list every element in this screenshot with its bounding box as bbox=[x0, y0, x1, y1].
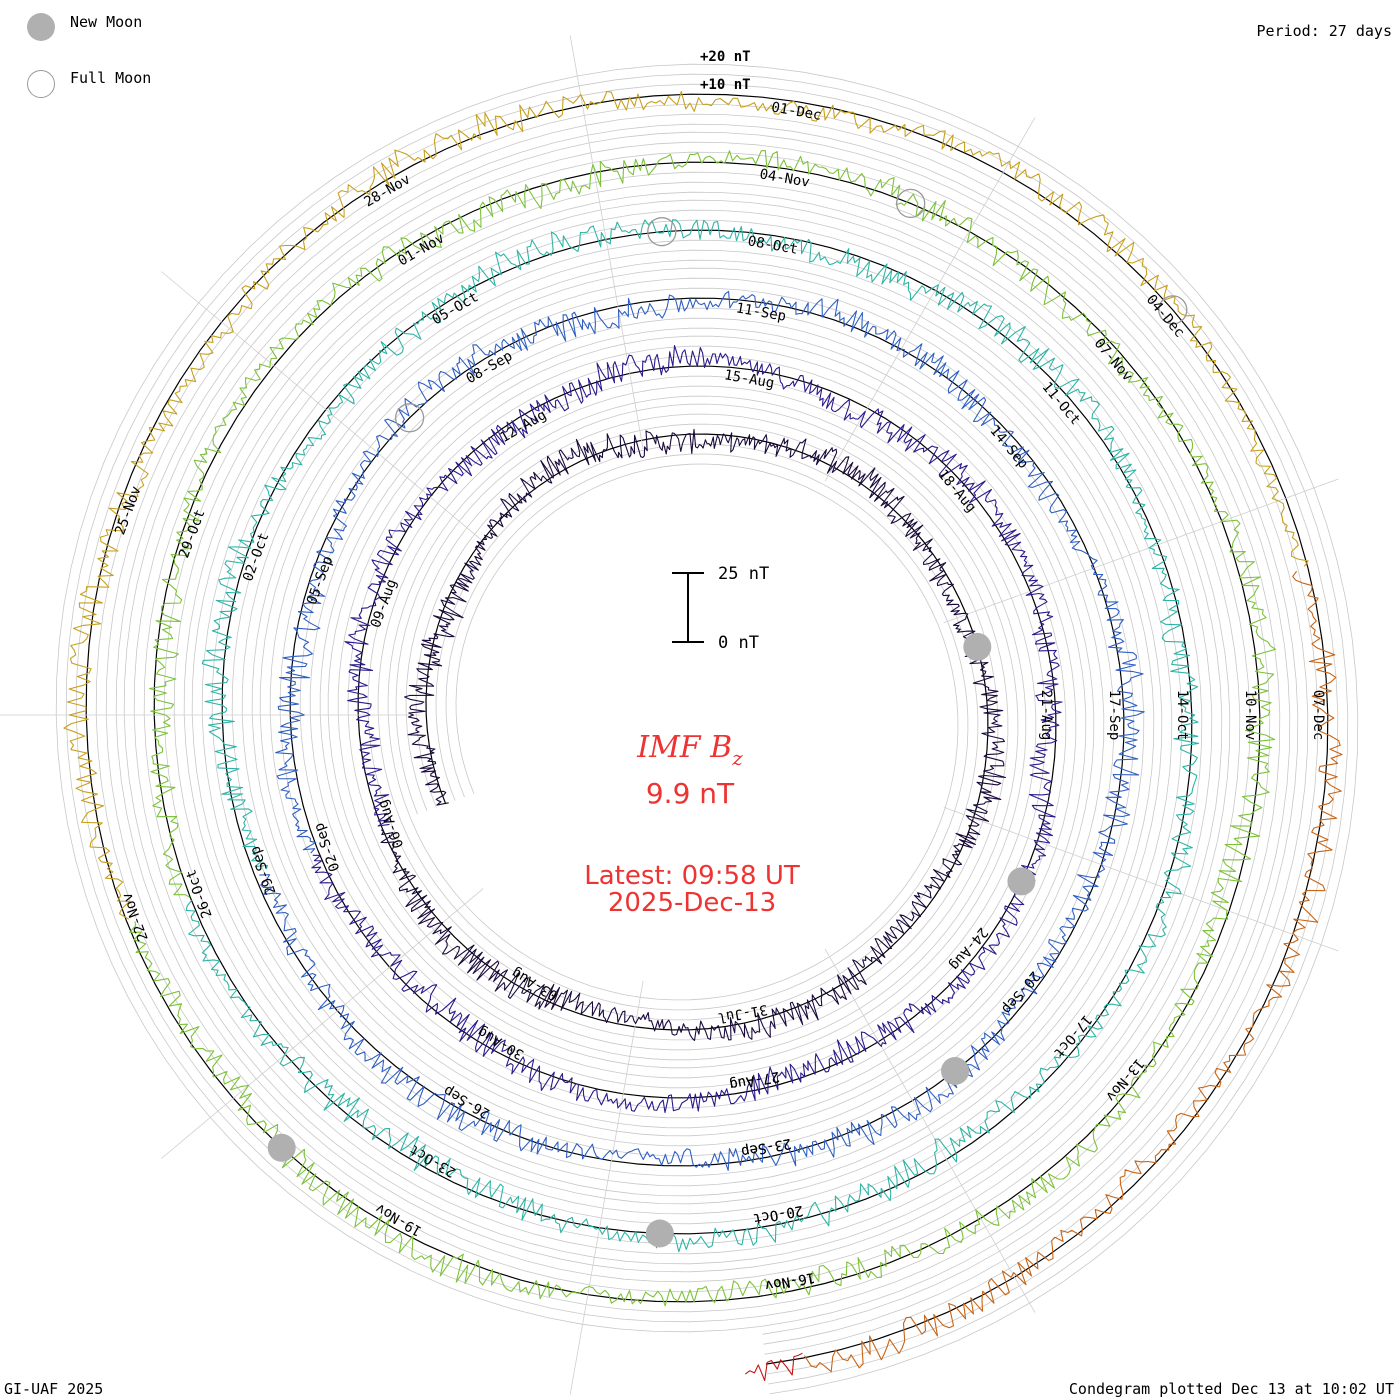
full-moon-marker bbox=[394, 403, 425, 433]
scale-bottom-label: 0 nT bbox=[718, 633, 759, 653]
new-moon-marker bbox=[963, 632, 992, 661]
bz-trace bbox=[63, 90, 1309, 920]
date-tick-label: 14-Oct bbox=[1174, 690, 1190, 741]
date-tick-label: 07-Nov bbox=[1091, 336, 1136, 385]
new-moon-marker bbox=[1007, 867, 1036, 896]
bz-trace bbox=[129, 150, 1277, 1307]
radial-spoke bbox=[824, 948, 1036, 1313]
date-tick-label: 25-Nov bbox=[112, 484, 144, 537]
latest-time: Latest: 09:58 UT bbox=[584, 861, 800, 891]
center-readout: IMF Bz 9.9 nT Latest: 09:58 UT 2025-Dec-… bbox=[584, 730, 800, 918]
bz-trace bbox=[311, 345, 1063, 1114]
bz-trace bbox=[380, 428, 1007, 1042]
full-moon-legend-label: Full Moon bbox=[70, 69, 152, 87]
parameter-name: IMF B bbox=[636, 730, 732, 765]
date-tick-label: 16-Nov bbox=[764, 1269, 817, 1294]
date-tick-label: 05-Sep bbox=[304, 554, 336, 607]
date-tick-label: 07-Dec bbox=[1310, 690, 1326, 741]
date-tick-label: 17-Sep bbox=[1106, 690, 1122, 741]
parameter-subscript: z bbox=[731, 746, 743, 770]
date-tick-label: 18-Aug bbox=[934, 467, 979, 516]
latest-value: 9.9 nT bbox=[646, 777, 735, 810]
date-tick-label: 21-Aug bbox=[1038, 690, 1054, 741]
radial-spoke bbox=[943, 478, 1339, 624]
new-moon-marker bbox=[941, 1057, 969, 1085]
spiral-grid-line bbox=[95, 103, 1319, 1355]
date-tick-label: 10-Nov bbox=[1242, 690, 1258, 741]
radial-spoke bbox=[161, 888, 484, 1159]
date-tick-label: 08-Oct bbox=[747, 233, 800, 258]
ref-label-plus20: +20 nT bbox=[700, 49, 751, 65]
ref-label-plus10: +10 nT bbox=[700, 77, 751, 93]
full-moon-marker bbox=[1158, 295, 1188, 325]
new-moon-legend-label: New Moon bbox=[70, 13, 143, 31]
date-tick-label: 27-Aug bbox=[728, 1068, 781, 1093]
footer-plot-timestamp: Condegram plotted Dec 13 at 10:02 UT bbox=[1068, 1380, 1394, 1398]
latest-date: 2025-Dec-13 bbox=[608, 888, 776, 918]
full-moon-marker bbox=[896, 188, 926, 219]
radial-spoke bbox=[569, 980, 644, 1395]
scale-bar: 25 nT 0 nT bbox=[672, 564, 769, 653]
spiral-grid-line bbox=[75, 83, 1339, 1375]
spiral-grid-line bbox=[55, 63, 1359, 1395]
date-tick-label: 04-Nov bbox=[758, 166, 811, 191]
footer-credit: GI-UAF 2025 bbox=[4, 1380, 104, 1398]
spiral-grid-line bbox=[105, 113, 1309, 1345]
radial-spoke bbox=[943, 806, 1339, 952]
full-moon-legend-icon bbox=[27, 70, 55, 98]
date-tick-label: 29-Oct bbox=[176, 507, 208, 560]
new-moon-marker bbox=[645, 1219, 674, 1248]
spiral-grid-line bbox=[65, 73, 1349, 1385]
spiral-grid-line bbox=[115, 123, 1299, 1335]
scale-top-label: 25 nT bbox=[718, 564, 769, 584]
bz-trace bbox=[259, 290, 1145, 1171]
new-moon-marker bbox=[267, 1133, 296, 1162]
new-moon-legend-icon bbox=[27, 13, 55, 41]
date-tick-label: 15-Aug bbox=[723, 367, 776, 392]
data-traces bbox=[63, 90, 1343, 1382]
radial-spoke bbox=[824, 117, 1036, 482]
date-tick-label: 14-Sep bbox=[986, 423, 1031, 472]
moon-markers bbox=[267, 188, 1188, 1248]
date-tick-label: 20-Oct bbox=[752, 1202, 805, 1227]
date-tick-label: 26-Sep bbox=[441, 1082, 493, 1121]
radial-spoke bbox=[161, 271, 484, 542]
radial-spokes bbox=[0, 35, 1339, 1395]
date-tick-label: 01-Dec bbox=[770, 99, 823, 124]
period-label: Period: 27 days bbox=[1256, 22, 1392, 40]
bz-trace bbox=[185, 219, 1200, 1253]
date-tick-label: 23-Oct bbox=[407, 1141, 459, 1180]
bz-trace bbox=[744, 1352, 803, 1382]
parameter-title: IMF Bz bbox=[636, 730, 743, 770]
bz-trace bbox=[804, 570, 1343, 1373]
full-moon-marker bbox=[647, 217, 677, 247]
date-tick-label: 09-Aug bbox=[368, 577, 400, 630]
date-tick-label: 23-Sep bbox=[740, 1135, 793, 1160]
